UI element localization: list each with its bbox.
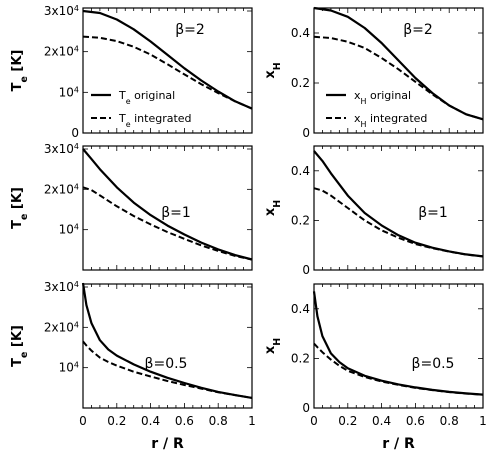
- y-tick-label: 0.4: [291, 302, 310, 316]
- beta-annotation: β=2: [175, 22, 205, 38]
- series-line-solid: [313, 6, 484, 121]
- y-tick-label: 0: [71, 126, 79, 140]
- y-axis-label: xH: [263, 200, 283, 216]
- series-line-solid: [313, 150, 484, 258]
- series-line-dashed: [313, 35, 484, 121]
- y-tick-label: 2x104: [44, 182, 79, 197]
- x-axis-label: r / R: [382, 436, 415, 452]
- y-tick-label: 2x104: [44, 320, 79, 335]
- legend-entry: Te integrated: [118, 112, 192, 129]
- x-tick-label: 0.6: [175, 414, 194, 428]
- panel-5: 0 0.2 0.4 xH β=1: [263, 145, 484, 277]
- plot-frame: [313, 283, 484, 409]
- x-tick-label: 0.6: [406, 414, 425, 428]
- y-axis-label: xH: [263, 338, 283, 354]
- panel-4: 0 0.2 0.4 xH β=2 xH original xH integrated: [263, 6, 484, 140]
- y-tick-label: 0.2: [291, 76, 310, 90]
- y-tick-label: 0.4: [291, 26, 310, 40]
- panel-3: 104 2x104 3x104 Te [K] β=0.5 0 0.2 0.4 0.6 0.8 1 r …: [10, 280, 256, 453]
- y-tick-label: 0.4: [291, 164, 310, 178]
- x-tick-label: 0.4: [141, 414, 160, 428]
- y-tick-label: 3x104: [44, 280, 79, 295]
- series-line-dashed: [82, 340, 253, 399]
- series-line-dashed: [82, 35, 253, 110]
- y-tick-label: 104: [59, 360, 79, 375]
- y-tick-label: 0.2: [291, 351, 310, 365]
- plot-frame: [313, 145, 484, 271]
- x-axis-label: r / R: [151, 436, 184, 452]
- y-axis-label: Te [K]: [10, 50, 30, 92]
- x-tick-label: 0.8: [209, 414, 228, 428]
- y-tick-label: 0: [302, 126, 310, 140]
- y-tick-label: 2x104: [44, 44, 79, 59]
- series-line-dashed: [313, 342, 484, 396]
- series-line-solid: [82, 148, 253, 261]
- y-tick-label: 104: [59, 222, 79, 237]
- beta-annotation: β=2: [403, 22, 433, 38]
- x-tick-label: 1: [248, 414, 256, 428]
- panel-6: 0 0.2 0.4 xH β=0.5 0 0.2 0.4 0.6 0.8 1 r / R: [263, 283, 487, 452]
- legend-entry: Te original: [118, 89, 175, 106]
- x-tick-label: 0: [79, 414, 87, 428]
- y-tick-label: 0: [302, 401, 310, 415]
- x-tick-label: 0.2: [338, 414, 357, 428]
- y-tick-label: 0.2: [291, 213, 310, 227]
- series-line-dashed: [82, 186, 253, 261]
- y-tick-label: 3x104: [44, 4, 79, 19]
- y-tick-label: 0: [302, 263, 310, 277]
- panel-2: 104 2x104 3x104 Te [K] β=1: [10, 142, 253, 271]
- x-tick-label: 1: [479, 414, 487, 428]
- series-line-dashed: [313, 187, 484, 258]
- legend-entry: xH integrated: [354, 112, 427, 129]
- y-axis-label: Te [K]: [10, 187, 30, 229]
- x-tick-label: 0.4: [372, 414, 391, 428]
- beta-annotation: β=1: [161, 205, 191, 221]
- y-tick-label: 104: [59, 85, 79, 100]
- x-tick-label: 0.2: [107, 414, 126, 428]
- x-tick-label: 0: [310, 414, 318, 428]
- y-tick-label: 3x104: [44, 142, 79, 157]
- series-line-solid: [312, 291, 484, 396]
- y-axis-label: Te [K]: [10, 325, 30, 367]
- x-tick-label: 0.8: [440, 414, 459, 428]
- y-axis-label: xH: [263, 62, 283, 78]
- panel-1: 0 104 2x104 3x104 Te [K] β=2 Te original Te int…: [10, 4, 253, 140]
- legend-entry: xH original: [354, 89, 411, 106]
- beta-annotation: β=1: [418, 205, 448, 221]
- beta-annotation: β=0.5: [412, 356, 455, 372]
- plot-frame: [82, 283, 253, 409]
- beta-annotation: β=0.5: [145, 356, 188, 372]
